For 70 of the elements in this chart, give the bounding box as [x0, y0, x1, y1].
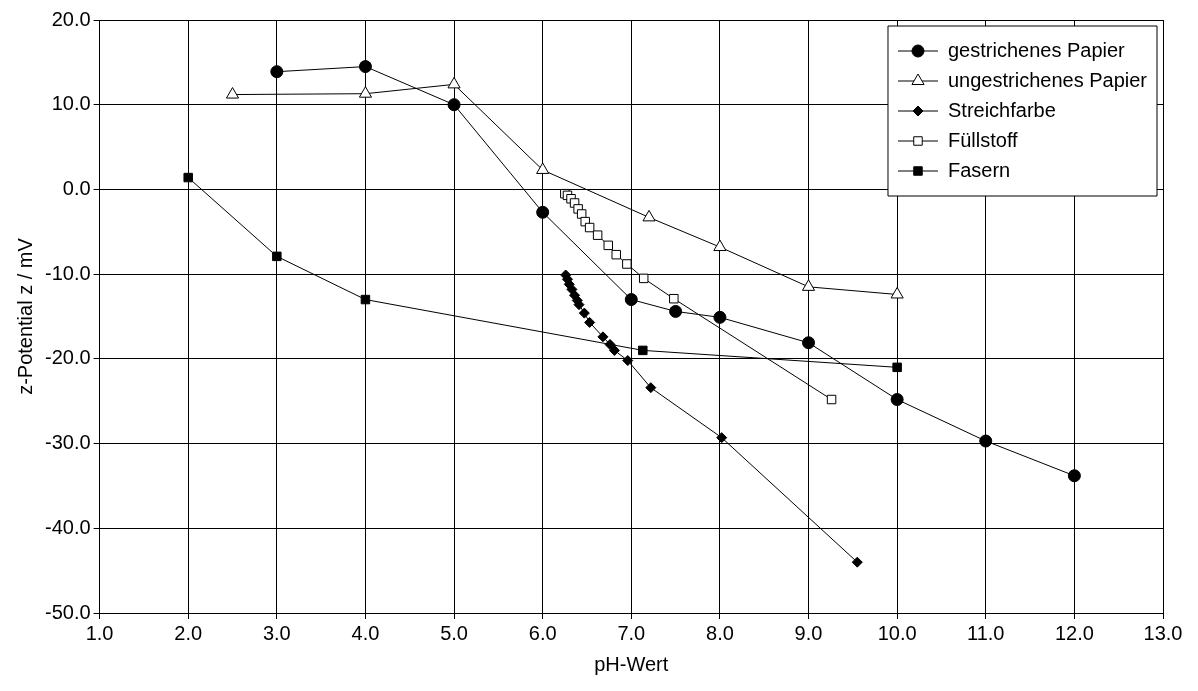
x-tick-label: 5.0 — [440, 621, 468, 644]
point — [826, 394, 837, 405]
y-tick-label: -10.0 — [44, 261, 91, 284]
point — [578, 307, 590, 319]
x-axis-title: pH-Wert — [594, 652, 669, 675]
point — [1067, 469, 1081, 483]
y-tick-label: -40.0 — [44, 515, 91, 538]
point — [358, 86, 372, 98]
point — [638, 345, 648, 356]
y-tick-label: 10.0 — [51, 92, 91, 115]
x-tick-label: 13.0 — [1143, 621, 1183, 644]
legend-label: Fasern — [947, 158, 1011, 181]
point — [669, 304, 683, 318]
point — [716, 432, 728, 444]
point — [851, 556, 863, 568]
point — [447, 76, 461, 89]
x-tick-label: 3.0 — [262, 621, 291, 644]
point — [608, 344, 620, 356]
point — [447, 98, 461, 112]
legend-label: ungestrichenes Papier — [947, 68, 1148, 91]
y-tick-label: 20.0 — [51, 7, 91, 30]
point — [802, 336, 816, 350]
x-tick-label: 11.0 — [967, 621, 1005, 644]
y-tick-label: -50.0 — [44, 600, 91, 623]
y-tick-label: 0.0 — [62, 176, 91, 199]
point — [890, 286, 904, 299]
point — [584, 316, 596, 328]
y-axis-title: z-Potential z / mV — [13, 237, 36, 395]
point — [713, 239, 727, 252]
x-tick-label: 4.0 — [351, 621, 380, 644]
legend-label: Füllstoff — [947, 128, 1019, 151]
point — [360, 294, 371, 305]
point — [225, 87, 240, 99]
point — [536, 162, 550, 174]
point — [979, 434, 993, 448]
x-tick-label: 10.0 — [877, 621, 917, 644]
point — [597, 331, 609, 343]
point — [642, 209, 656, 222]
x-tick-label: 1.0 — [85, 621, 114, 644]
point — [638, 273, 649, 284]
point — [611, 249, 621, 260]
point — [892, 362, 902, 373]
x-tick-label: 6.0 — [528, 621, 557, 644]
x-tick-label: 2.0 — [174, 621, 203, 644]
point — [645, 382, 657, 394]
point — [272, 251, 282, 262]
legend-label: Streichfarbe — [947, 98, 1056, 121]
point — [603, 240, 613, 251]
y-tick-label: -30.0 — [44, 431, 91, 454]
point — [584, 222, 595, 233]
point — [358, 60, 372, 74]
point — [576, 209, 587, 219]
x-tick-label: 7.0 — [617, 621, 646, 644]
point — [592, 230, 603, 240]
point — [270, 65, 284, 79]
x-tick-label: 12.0 — [1054, 621, 1094, 644]
point — [622, 259, 632, 269]
point — [604, 338, 616, 350]
x-tick-label: 9.0 — [794, 621, 823, 644]
point — [669, 293, 679, 304]
y-tick-label: -20.0 — [44, 346, 91, 369]
point — [890, 393, 904, 407]
point — [624, 293, 638, 307]
point — [536, 205, 550, 219]
point — [622, 355, 634, 367]
legend-label: gestrichenes Papier — [947, 38, 1126, 61]
x-tick-label: 8.0 — [706, 621, 734, 644]
point — [183, 172, 193, 183]
point — [713, 310, 727, 324]
point — [801, 279, 816, 291]
